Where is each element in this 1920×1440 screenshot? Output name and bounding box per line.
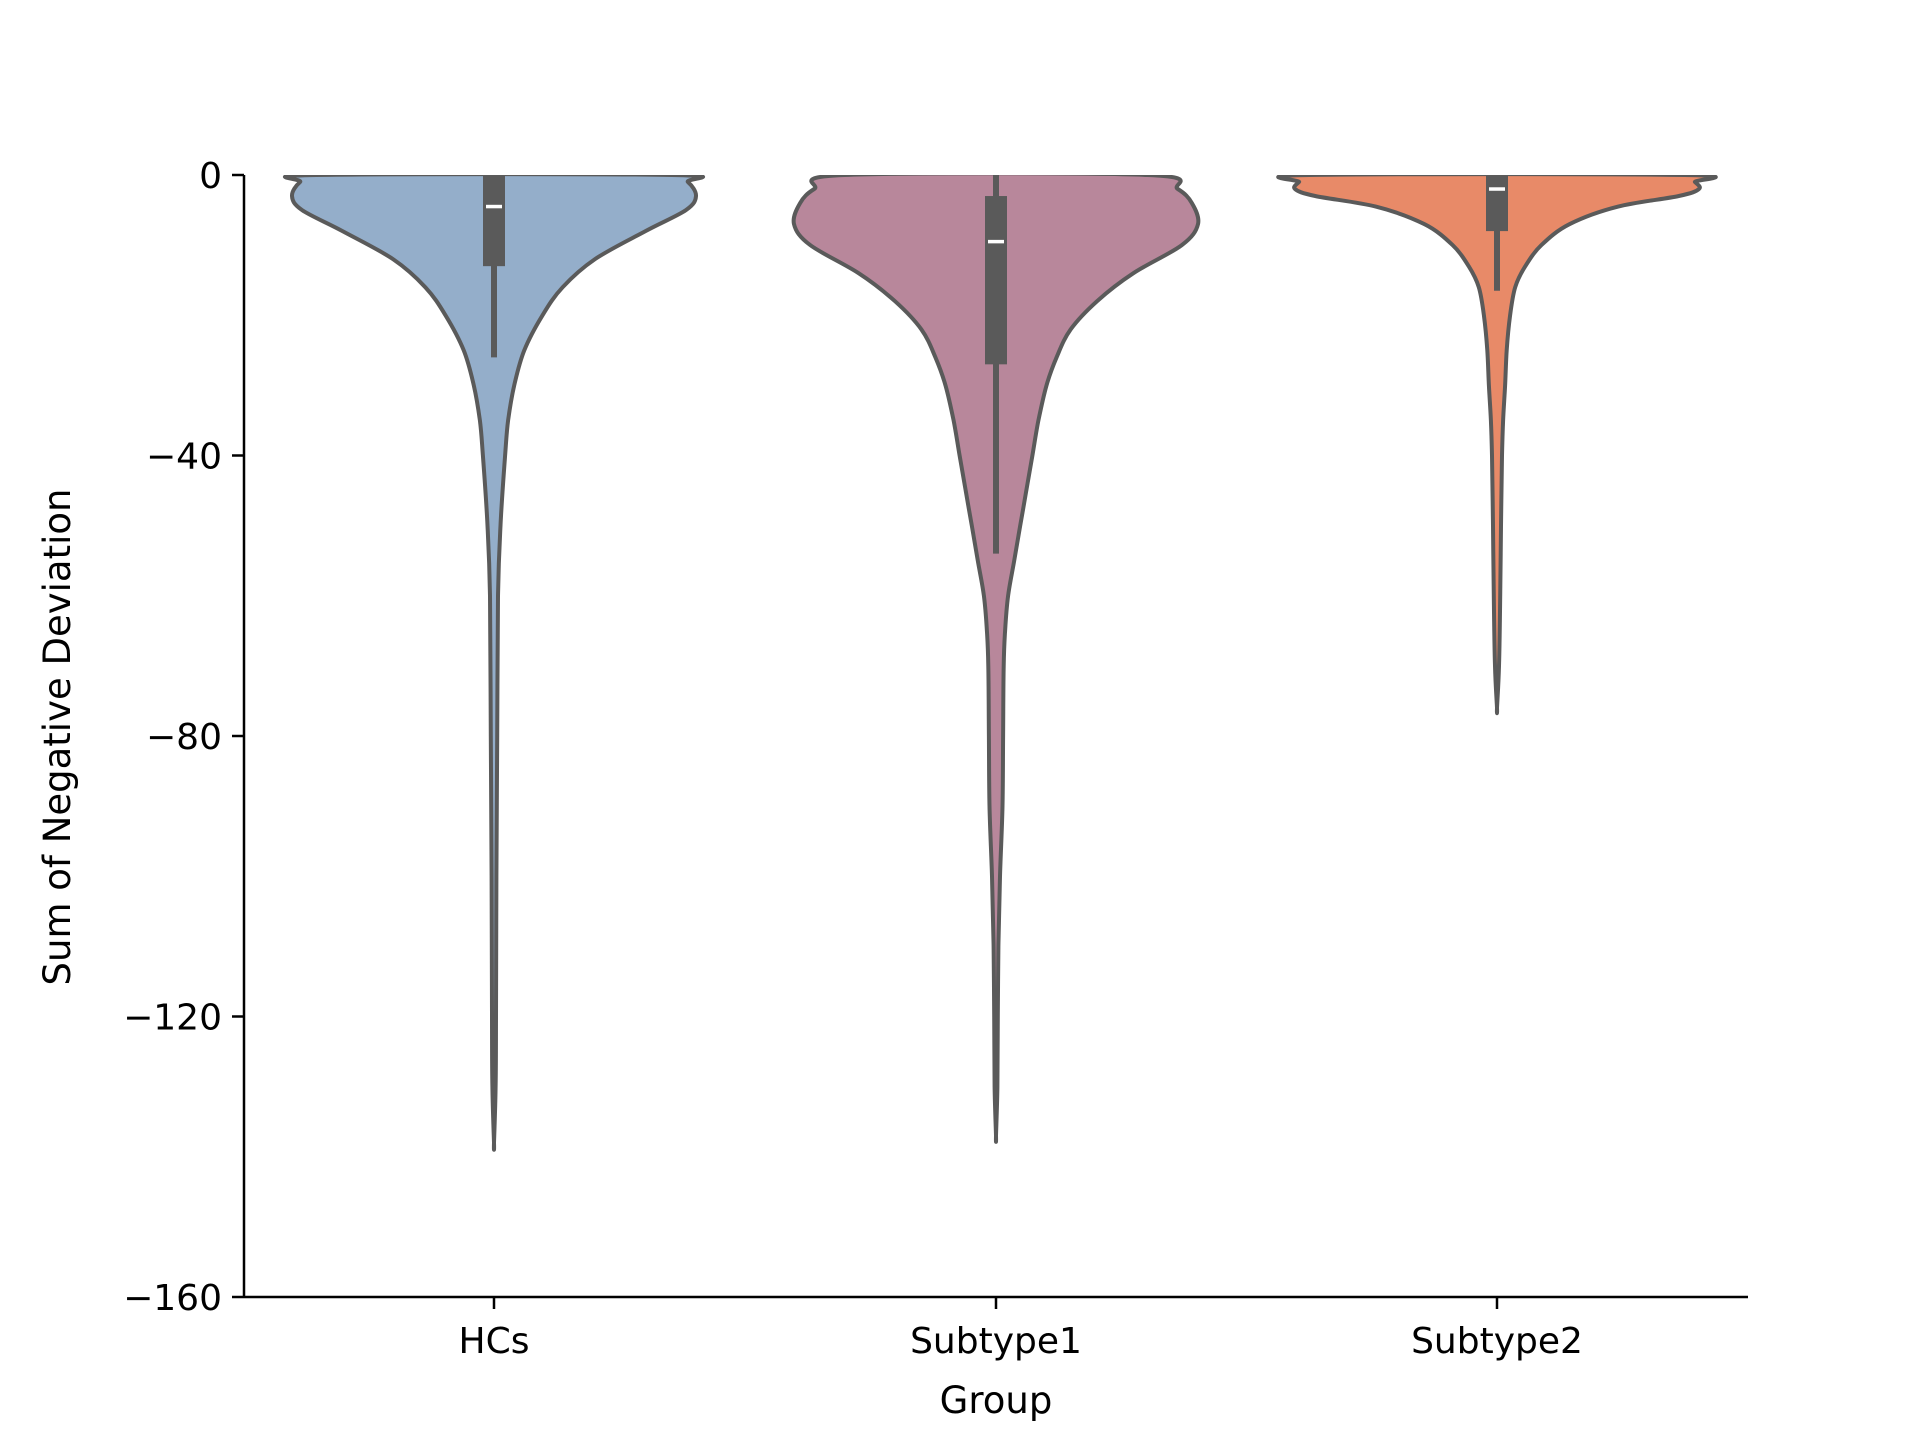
y-axis-ticks: 0 −40 −80 −120 −160 [123,156,244,1319]
x-tick-label-subtype1: Subtype1 [910,1321,1082,1362]
violin-body [791,175,1201,1144]
violin-iqr-box [1486,175,1508,232]
y-axis-title: Sum of Negative Deviation [36,489,79,986]
x-axis-title: Group [940,1379,1053,1422]
y-tick-label: −40 [146,437,222,478]
y-tick-label: −120 [123,998,222,1039]
y-tick-label: 0 [199,156,222,197]
violin-body [1276,175,1718,716]
violin-iqr-box [985,196,1007,365]
violin-subtype2 [1276,175,1718,716]
y-tick-label: −160 [123,1278,222,1319]
violin-body [283,175,705,1152]
violin-plot-area [283,175,1718,1152]
x-axis-ticks: HCs Subtype1 Subtype2 [459,1297,1583,1362]
violin-iqr-box [483,175,505,267]
y-tick-label: −80 [146,717,222,758]
x-tick-label-subtype2: Subtype2 [1411,1321,1583,1362]
violin-subtype1 [791,175,1201,1144]
violin-hcs [283,175,705,1152]
x-tick-label-hcs: HCs [459,1321,530,1362]
